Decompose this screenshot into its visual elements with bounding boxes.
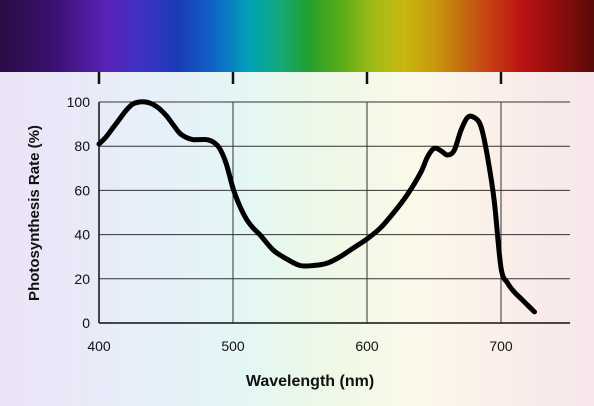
y-tick-label: 80 — [74, 138, 90, 154]
series-group — [96, 99, 537, 315]
x-tick-label: 400 — [87, 338, 111, 354]
y-tick-label: 20 — [74, 271, 90, 287]
y-tick-label: 60 — [74, 182, 90, 198]
x-tick-label: 600 — [355, 338, 379, 354]
y-tick-label: 100 — [67, 94, 91, 110]
x-tick-label: 700 — [489, 338, 513, 354]
x-axis-label: Wavelength (nm) — [246, 373, 374, 390]
y-tick-label: 40 — [74, 227, 90, 243]
plot-frame — [98, 102, 570, 324]
spectrum-tick-markers — [97, 72, 503, 84]
spectrum-band — [0, 0, 594, 72]
x-axis-ticks: 400 500 600 700 — [87, 338, 513, 354]
y-tick-label: 0 — [82, 315, 90, 331]
x-tick-label: 500 — [221, 338, 245, 354]
y-axis-label: Photosynthesis Rate (%) — [26, 125, 43, 301]
series-line — [96, 99, 537, 315]
y-axis-ticks: 0 20 40 60 80 100 — [67, 94, 91, 331]
